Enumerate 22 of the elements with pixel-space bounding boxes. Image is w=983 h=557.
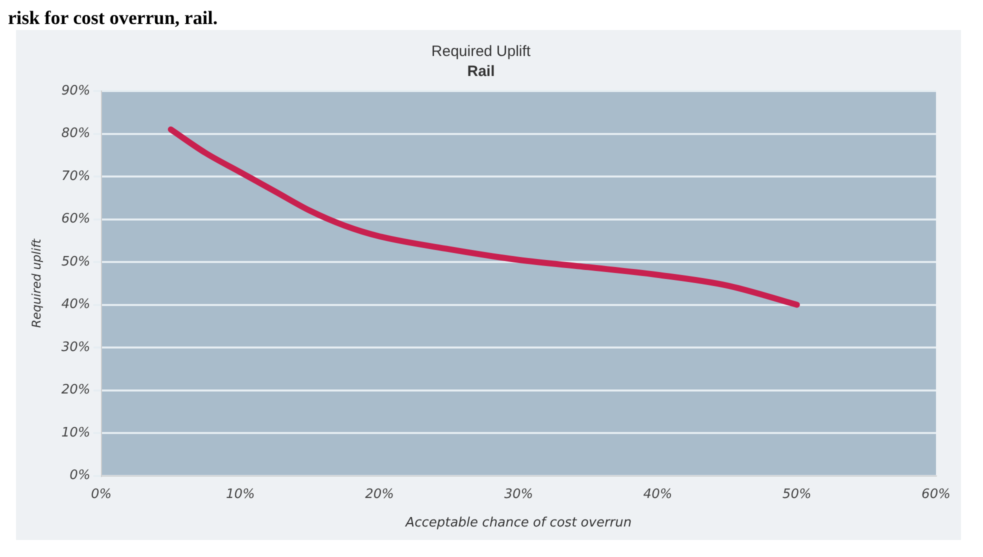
text: risk for cost overrun, rail. [8,8,219,30]
y-tick-label: 50% [61,254,90,270]
y-tick-label: 0% [70,468,90,484]
x-tick-label: 60% [922,486,950,502]
x-tick-label: 10% [226,486,255,502]
x-tick-label: 40% [643,486,672,502]
x-tick-label: 0% [90,486,112,502]
chart-subtitle: Rail [467,63,495,80]
y-tick-label: 40% [61,297,90,312]
chart-title: Required Uplift [431,43,532,60]
y-tick-label: 90% [61,83,90,98]
y-tick-label: 30% [61,340,90,355]
y-tick-label: 80% [61,126,90,142]
y-tick-label: 20% [61,382,90,398]
x-tick-label: 30% [504,486,534,502]
y-tick-label: 60% [61,212,90,227]
y-tick-label: 10% [61,425,90,440]
y-axis-title: Required uplift [29,238,44,328]
y-tick-label: 70% [61,168,90,184]
x-tick-label: 50% [782,486,812,502]
x-axis-title: Acceptable chance of cost overrun [404,516,632,531]
x-tick-label: 20% [365,486,394,502]
